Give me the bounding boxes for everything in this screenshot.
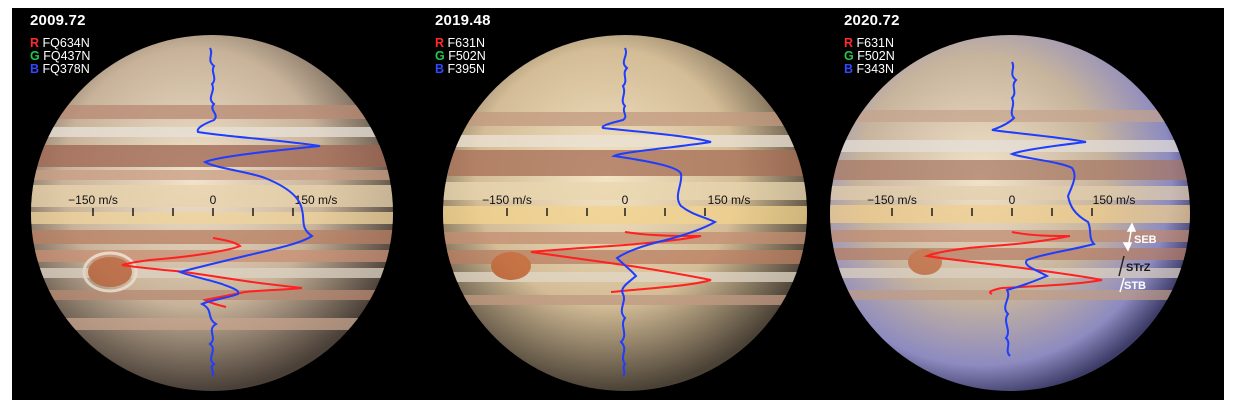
panel-2020: −150 m/s 0 150 m/s SEB STrZ STB 2020.72 …	[822, 0, 1233, 415]
velocity-axis	[92, 208, 294, 216]
panel-2009: −150 m/s 0 150 m/s 2009.72 R FQ634N G FQ…	[0, 0, 411, 415]
filter-b: B F343N	[844, 62, 895, 76]
filter-list: R FQ634N G FQ437N B FQ378N	[30, 37, 90, 76]
blue-velocity-profile	[176, 47, 321, 377]
panel-2019: −150 m/s 0 150 m/s 2019.48 R F631N G F50…	[411, 0, 822, 415]
red-velocity-profile	[530, 231, 712, 293]
axis-label-right: 150 m/s	[295, 193, 338, 207]
jupiter-disk-image-2009: −150 m/s 0 150 m/s	[31, 35, 393, 391]
red-velocity-profile	[923, 231, 1103, 295]
filter-g: G FQ437N	[30, 49, 91, 63]
epoch-label: 2019.48	[435, 12, 491, 29]
blue-velocity-profile	[991, 61, 1096, 357]
axis-label-left: −150 m/s	[482, 193, 532, 207]
filter-g: G F502N	[844, 49, 895, 63]
axis-label-right: 150 m/s	[1093, 193, 1136, 207]
blue-velocity-profile	[601, 47, 718, 377]
belt-label-seb: SEB	[1134, 234, 1157, 246]
jupiter-disk-image-2020: −150 m/s 0 150 m/s SEB STrZ STB	[830, 35, 1190, 391]
filter-list: R F631N G F502N B F343N	[844, 37, 895, 76]
jupiter-disk-image-2019: −150 m/s 0 150 m/s	[443, 35, 807, 391]
epoch-label: 2009.72	[30, 12, 86, 29]
red-velocity-profile	[121, 237, 303, 308]
axis-label-left: −150 m/s	[867, 193, 917, 207]
filter-r: R F631N	[844, 36, 895, 50]
filter-r: R FQ634N	[30, 36, 90, 50]
belt-annotations	[1119, 222, 1137, 293]
epoch-label: 2020.72	[844, 12, 900, 29]
filter-r: R F631N	[435, 36, 486, 50]
axis-label-center: 0	[210, 193, 217, 207]
filter-b: B FQ378N	[30, 62, 90, 76]
axis-label-center: 0	[1009, 193, 1016, 207]
belt-label-strz: STrZ	[1126, 262, 1151, 274]
axis-label-center: 0	[622, 193, 629, 207]
axis-label-left: −150 m/s	[68, 193, 118, 207]
filter-b: B F395N	[435, 62, 486, 76]
axis-label-right: 150 m/s	[708, 193, 751, 207]
filter-list: R F631N G F502N B F395N	[435, 37, 486, 76]
filter-g: G F502N	[435, 49, 486, 63]
belt-label-stb: STB	[1124, 280, 1146, 292]
